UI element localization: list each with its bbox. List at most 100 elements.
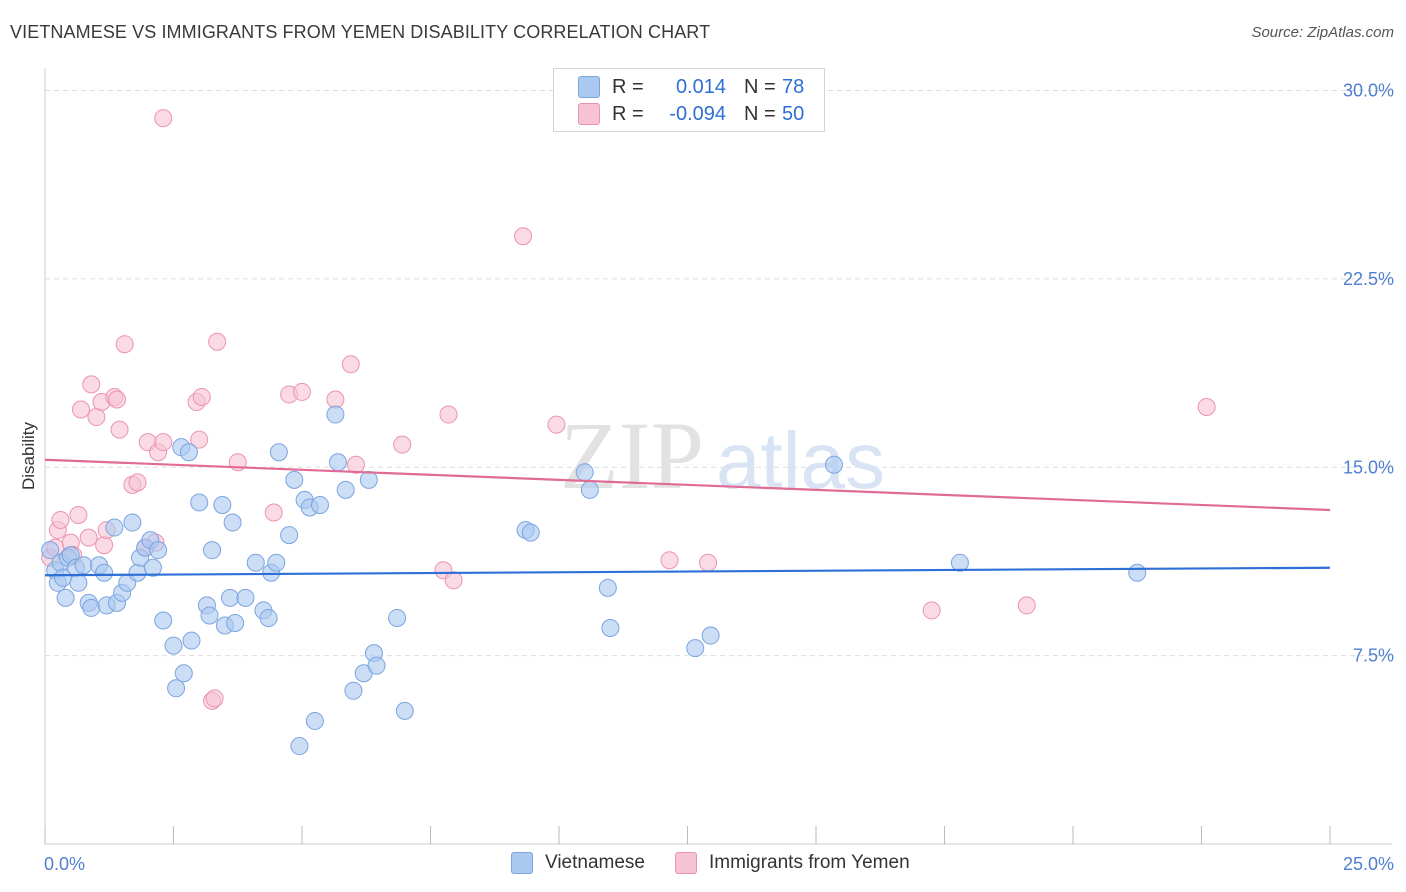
y-tick-labels: 7.5% 15.0% 22.5% 30.0% [1343, 81, 1394, 666]
yemen-point [514, 227, 533, 246]
yemen-point [154, 433, 173, 452]
series-vietnamese-points [41, 405, 1147, 756]
yemen-point [107, 390, 126, 409]
yemen-point [341, 355, 360, 374]
yemen-point [439, 405, 458, 424]
yemen-point [205, 689, 224, 708]
vietnamese-point [388, 608, 407, 627]
vietnamese-point [143, 558, 162, 577]
vietnamese-point [179, 443, 198, 462]
legend-r-label: R = [612, 75, 644, 98]
vietnamese-point [95, 563, 114, 582]
legend-swatch-vietnamese [578, 76, 600, 98]
yemen-point [326, 390, 345, 409]
vietnamese-point [267, 553, 286, 572]
x-tick-label: 0.0% [44, 854, 85, 874]
yemen-point [190, 430, 209, 449]
vietnamese-point [1128, 563, 1147, 582]
vietnamese-point [105, 518, 124, 537]
yemen-point [1197, 398, 1216, 417]
vietnamese-point [154, 611, 173, 630]
y-tick-label: 30.0% [1343, 81, 1394, 101]
yemen-point [51, 511, 70, 530]
yemen-point [922, 601, 941, 620]
yemen-point [444, 571, 463, 590]
vietnamese-point [182, 631, 201, 650]
vietnamese-point [203, 541, 222, 560]
vietnamese-point [950, 553, 969, 572]
vietnamese-point [395, 701, 414, 720]
trend-lines [44, 458, 1331, 577]
vietnamese-point [246, 553, 265, 572]
vietnamese-point [305, 711, 324, 730]
vietnamese-point [123, 513, 142, 532]
vietnamese-point [69, 573, 88, 592]
yemen-point [69, 505, 88, 524]
series-legend: Vietnamese Immigrants from Yemen [511, 852, 940, 874]
vietnamese-point [326, 405, 345, 424]
legend-n-value: 50 [782, 102, 805, 125]
legend-n-label: N = [744, 75, 776, 98]
vietnamese-point [601, 619, 620, 638]
vietnamese-point [259, 608, 278, 627]
y-tick-label: 22.5% [1343, 269, 1394, 289]
vietnamese-point [221, 588, 240, 607]
yemen-point [547, 415, 566, 434]
vietnamese-point [575, 463, 594, 482]
vietnamese-point [174, 664, 193, 683]
vietnamese-point [336, 480, 355, 499]
legend-item-vietnamese: Vietnamese [511, 852, 645, 874]
vietnamese-point [310, 495, 329, 514]
vietnamese-point [290, 737, 309, 756]
vietnamese-point [236, 588, 255, 607]
vietnamese-point [359, 470, 378, 489]
yemen-point [87, 408, 106, 427]
trend-line-yemen [44, 458, 1331, 512]
vietnamese-point [344, 681, 363, 700]
legend-swatch-vietnamese [511, 852, 533, 874]
legend-label-vietnamese: Vietnamese [545, 852, 645, 873]
yemen-point [264, 503, 283, 522]
legend-r-value: 0.014 [675, 75, 726, 98]
source-label: Source: ZipAtlas.com [1251, 24, 1394, 41]
yemen-point [346, 455, 365, 474]
x-tick-label: 25.0% [1343, 854, 1394, 874]
yemen-point [79, 528, 98, 547]
x-tick-labels: 0.0% 25.0% [44, 854, 1394, 874]
vietnamese-point [701, 626, 720, 645]
vietnamese-point [223, 513, 242, 532]
yemen-point [128, 473, 147, 492]
vietnamese-point [285, 470, 304, 489]
vietnamese-point [200, 606, 219, 625]
yemen-point [95, 536, 114, 555]
legend-label-yemen: Immigrants from Yemen [709, 852, 910, 873]
vietnamese-point [328, 453, 347, 472]
legend-row-vietnamese: R = 0.014 N = 78 [578, 74, 804, 100]
yemen-point [192, 387, 211, 406]
legend-swatch-yemen [675, 852, 697, 874]
yemen-point [699, 553, 718, 572]
chart-title: VIETNAMESE VS IMMIGRANTS FROM YEMEN DISA… [10, 22, 711, 42]
vietnamese-point [190, 493, 209, 512]
trend-line-vietnamese [44, 566, 1331, 577]
vietnamese-point [41, 541, 60, 560]
vietnamese-point [824, 455, 843, 474]
y-tick-label: 7.5% [1353, 646, 1394, 666]
vietnamese-point [167, 679, 186, 698]
yemen-point [115, 335, 134, 354]
vietnamese-point [213, 495, 232, 514]
yemen-point [1017, 596, 1036, 615]
correlation-legend: R = 0.014 N = 78 R = -0.094 N = 50 [553, 68, 825, 132]
yemen-point [71, 400, 90, 419]
vietnamese-point [149, 541, 168, 560]
vietnamese-point [269, 443, 288, 462]
vietnamese-point [521, 523, 540, 542]
watermark: ZIP atlas [560, 402, 885, 509]
vietnamese-point [226, 613, 245, 632]
yemen-point [82, 375, 101, 394]
legend-n-label: N = [744, 102, 776, 125]
legend-r-value: -0.094 [669, 102, 726, 125]
vietnamese-point [280, 526, 299, 545]
vietnamese-point [598, 578, 617, 597]
